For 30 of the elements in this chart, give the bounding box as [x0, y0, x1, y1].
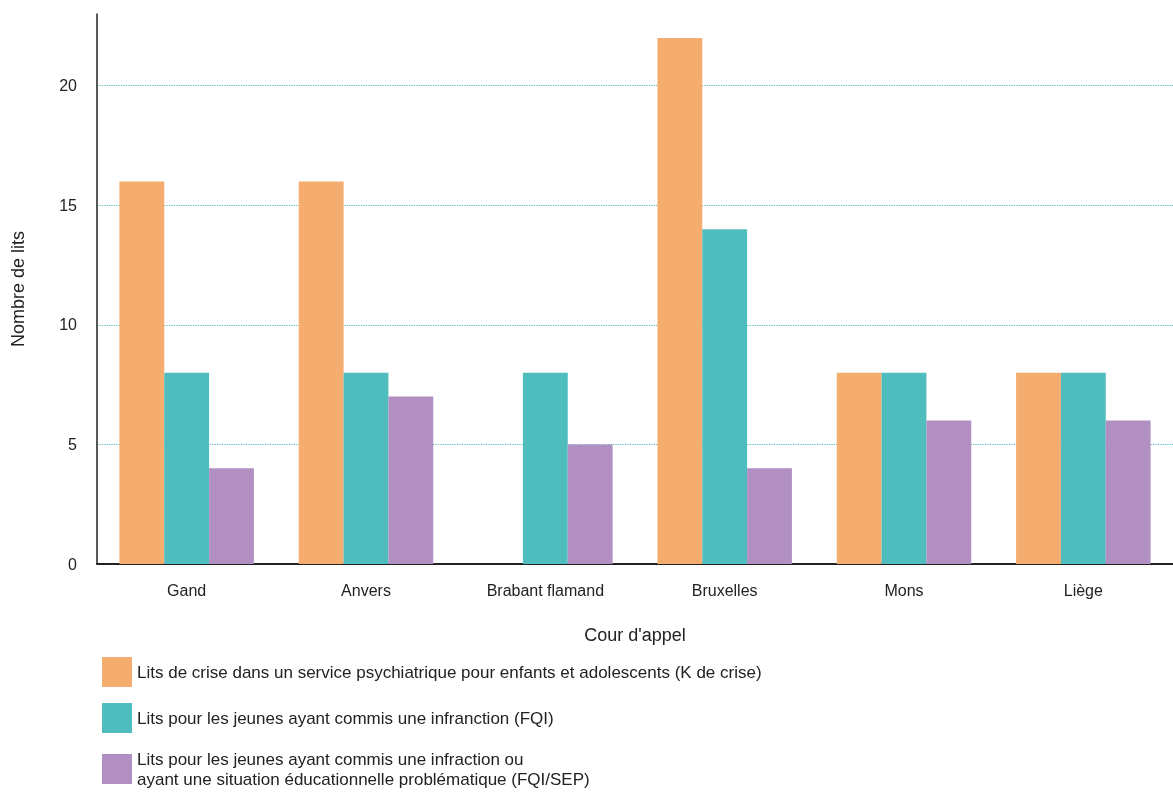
y-tick-label: 15 [59, 196, 78, 214]
x-tick-label: Bruxelles [691, 581, 758, 599]
y-axis-title: Nombre de lits [8, 230, 28, 348]
bar [1060, 372, 1106, 564]
x-tick-label: Anvers [341, 581, 391, 599]
y-tick-label: 0 [68, 555, 78, 573]
bar [747, 468, 792, 564]
bar [657, 37, 703, 564]
y-tick-label: 20 [59, 77, 78, 95]
bar [926, 420, 972, 564]
bar [881, 372, 927, 564]
bar [298, 181, 344, 564]
bar [119, 181, 165, 564]
legend-label: Lits de crise dans un service psychiatrique pour enfants et adolescents (K de crise) [137, 662, 762, 682]
bar [1016, 372, 1061, 564]
y-tick-label: 5 [68, 435, 78, 453]
x-axis-title: Cour d'appel [584, 625, 686, 645]
legend-label: Lits pour les jeunes ayant commis une infraction ou ayant une situation éducationnelle problématique (FQI/SEP) [137, 749, 590, 789]
y-tick-label: 10 [59, 316, 78, 334]
bar [836, 372, 882, 564]
bar [1105, 420, 1151, 564]
x-tick-label: Gand [167, 581, 207, 599]
x-tick-label: Brabant flamand [486, 581, 605, 599]
bar [388, 396, 434, 564]
bar [343, 372, 389, 564]
bar [209, 468, 254, 564]
x-tick-label: Liège [1063, 581, 1104, 599]
legend-label: Lits pour les jeunes ayant commis une infranction (FQI) [137, 708, 554, 728]
x-tick-label: Mons [884, 581, 924, 599]
bar [567, 444, 613, 564]
